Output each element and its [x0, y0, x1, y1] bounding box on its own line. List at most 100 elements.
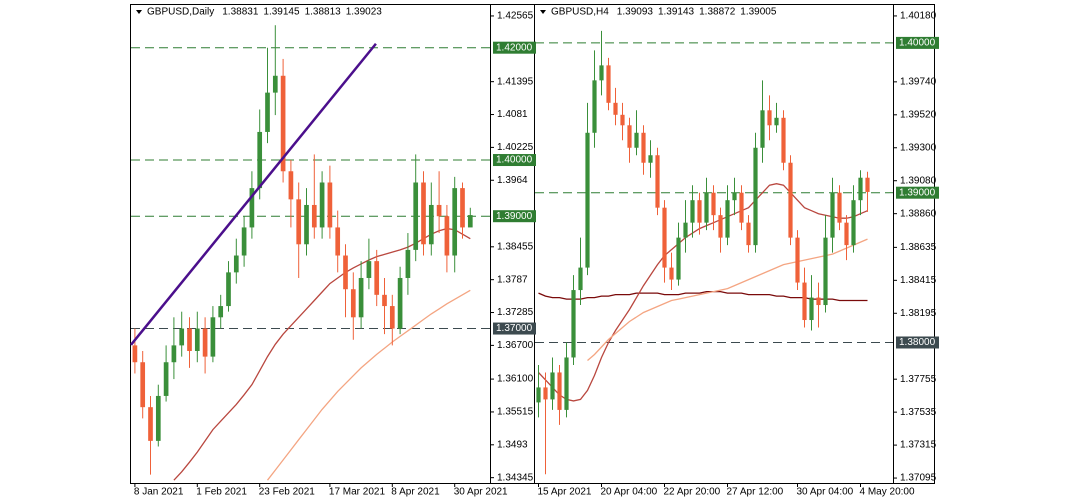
- x-tick-label: 23 Feb 2021: [259, 487, 316, 498]
- candle-body: [732, 192, 737, 201]
- candle-body: [746, 222, 751, 246]
- moving-average: [266, 289, 471, 481]
- y-tick-label: 1.38195: [900, 308, 937, 319]
- x-tick-label: 22 Apr 20:00: [664, 487, 721, 498]
- menu-arrow[interactable]: [540, 10, 546, 14]
- x-tick-label: 30 Apr 04:00: [797, 487, 854, 498]
- candle-body: [319, 182, 325, 228]
- candle-body: [444, 216, 450, 256]
- candle-body: [140, 362, 146, 408]
- candle-body: [132, 345, 138, 363]
- candle-body: [627, 125, 632, 148]
- candle-body: [711, 192, 716, 216]
- candle-body: [704, 192, 709, 223]
- level-label: 1.38000: [899, 337, 936, 348]
- candle-body: [781, 117, 786, 163]
- y-tick-label: 1.39740: [900, 76, 937, 87]
- candle-body: [753, 147, 758, 246]
- candle-body: [634, 132, 639, 148]
- candle-body: [280, 75, 286, 172]
- candle-body: [452, 188, 458, 256]
- candle-body: [382, 294, 387, 307]
- level-label-box: [493, 41, 536, 54]
- level-label: 1.39000: [496, 211, 533, 222]
- x-tick-label: 8 Jan 2021: [134, 487, 184, 498]
- x-tick-label: 20 Apr 04:00: [601, 487, 658, 498]
- y-tick-label: 1.38860: [900, 208, 937, 219]
- menu-arrow[interactable]: [136, 10, 142, 14]
- candle-body: [795, 237, 800, 283]
- candle-body: [311, 204, 317, 228]
- candle-body: [265, 92, 270, 132]
- level-label-box: [493, 210, 536, 223]
- candle-body: [816, 297, 821, 306]
- candle-body: [358, 277, 364, 318]
- moving-average: [538, 183, 868, 402]
- y-tick-label: 1.35515: [497, 407, 534, 418]
- moving-average: [173, 227, 471, 481]
- candle-body: [641, 132, 646, 163]
- candle-body: [725, 200, 730, 238]
- candle-body: [327, 182, 333, 228]
- candle-body: [210, 317, 216, 357]
- candle-body: [272, 75, 278, 93]
- candle-body: [844, 222, 849, 246]
- candle-body: [436, 204, 442, 217]
- quote-value: 1.38831: [222, 7, 259, 18]
- candle-body: [760, 110, 765, 148]
- candle-body: [571, 290, 576, 358]
- h4-plot-frame: [534, 4, 894, 484]
- x-tick-label: 4 May 20:00: [860, 487, 915, 498]
- candle-body: [690, 200, 695, 223]
- candle-body: [739, 192, 744, 223]
- candle-body: [788, 162, 793, 238]
- y-tick-label: 1.3964: [497, 175, 528, 186]
- candle-body: [218, 306, 224, 318]
- candle-body: [202, 328, 208, 357]
- y-tick-label: 1.40180: [900, 11, 937, 22]
- candle-body: [249, 188, 255, 228]
- candle-body: [296, 199, 302, 245]
- y-tick-label: 1.38455: [497, 241, 534, 252]
- candle-body: [397, 277, 403, 329]
- candle-body: [599, 65, 604, 81]
- candle-body: [366, 261, 372, 278]
- candle-body: [460, 188, 465, 228]
- level-label: 1.37000: [496, 323, 533, 334]
- quote-value: 1.39143: [658, 7, 695, 18]
- candle-body: [662, 207, 667, 268]
- candle-body: [865, 177, 870, 192]
- y-tick-label: 1.39080: [900, 175, 937, 186]
- candle-body: [155, 395, 161, 441]
- y-tick-label: 1.40225: [497, 142, 534, 153]
- candle-body: [543, 387, 548, 400]
- candle-body: [148, 407, 153, 441]
- y-tick-label: 1.36700: [497, 340, 534, 351]
- y-tick-label: 1.41395: [497, 76, 534, 87]
- y-tick-label: 1.34345: [497, 472, 534, 483]
- moving-average: [587, 238, 868, 361]
- candle-body: [335, 227, 341, 256]
- y-tick-label: 1.39520: [900, 109, 937, 120]
- candle-body: [851, 200, 856, 246]
- y-tick-label: 1.37755: [900, 374, 937, 385]
- y-tick-label: 1.37535: [900, 407, 937, 418]
- candle-body: [585, 132, 590, 268]
- candle-body: [241, 227, 247, 256]
- x-tick-label: 30 Apr 2021: [454, 487, 508, 498]
- candle-body: [718, 215, 723, 238]
- candle-body: [823, 237, 828, 306]
- candle-body: [578, 267, 583, 291]
- candle-body: [592, 80, 597, 133]
- candle-body: [620, 114, 625, 126]
- level-label-box: [896, 336, 939, 349]
- candle-body: [550, 372, 555, 400]
- x-tick-label: 27 Apr 12:00: [727, 487, 784, 498]
- candle-body: [676, 237, 681, 280]
- candle-body: [697, 200, 702, 223]
- candle-body: [683, 222, 688, 238]
- candle-body: [858, 177, 863, 201]
- candle-body: [767, 110, 772, 126]
- quote-value: 1.38813: [305, 7, 342, 18]
